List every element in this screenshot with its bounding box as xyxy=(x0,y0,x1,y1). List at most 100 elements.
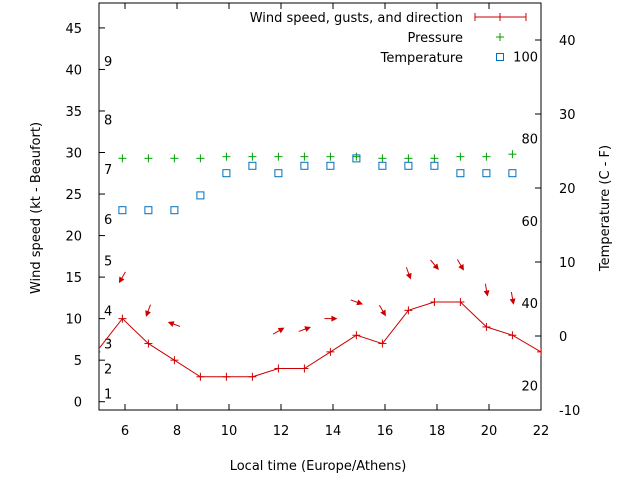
fahrenheit-label: 100 xyxy=(513,50,538,65)
y-left-tick-label: 15 xyxy=(65,271,82,286)
y-right-tick-label: -10 xyxy=(559,404,580,419)
pressure-point xyxy=(222,152,231,161)
wind-speed-point xyxy=(300,364,309,373)
beaufort-label: 1 xyxy=(104,387,112,402)
pressure-point xyxy=(196,154,205,163)
temperature-point xyxy=(430,161,439,170)
y-right-tick-label: 10 xyxy=(559,256,576,271)
wind-speed-point xyxy=(99,351,101,353)
wind-arrow xyxy=(167,321,181,327)
y-right-tick-label: 30 xyxy=(559,108,576,123)
pressure-point xyxy=(118,154,127,163)
y-left-tick-label: 35 xyxy=(65,105,82,120)
x-axis-title: Local time (Europe/Athens) xyxy=(230,459,407,474)
pressure-point xyxy=(144,154,153,163)
wind-arrow-head xyxy=(405,272,412,280)
beaufort-label: 4 xyxy=(104,304,112,319)
x-tick-label: 12 xyxy=(273,424,290,439)
temperature-point xyxy=(248,161,257,170)
temperature-point xyxy=(170,206,179,215)
wind-speed-line xyxy=(99,301,541,378)
x-tick-label: 10 xyxy=(221,424,238,439)
y-axis-left: 0 5 10 15 20 25 30 35 40 45 xyxy=(65,22,105,411)
wind-speed-point xyxy=(248,372,257,381)
wind-arrow xyxy=(324,315,338,322)
pressure-point xyxy=(248,152,257,161)
y-axis-left-title: Wind speed (kt - Beaufort) xyxy=(29,122,44,294)
temperature-point xyxy=(482,169,491,178)
wind-arrow xyxy=(118,271,126,284)
wind-arrow xyxy=(456,259,464,271)
legend-marker xyxy=(496,33,504,41)
legend-marker xyxy=(496,53,504,61)
plot-frame xyxy=(98,2,542,411)
y-left-tick-label: 40 xyxy=(65,63,82,78)
beaufort-label: 6 xyxy=(104,213,112,228)
plot-border xyxy=(98,2,542,411)
legend: Wind speed, gusts, and direction Pressure… xyxy=(250,11,527,66)
x-tick-label: 18 xyxy=(429,424,446,439)
temperature-point xyxy=(300,161,309,170)
wind-arrow-head xyxy=(145,310,151,317)
wind-speed-point xyxy=(430,298,439,307)
temperature-point xyxy=(274,169,283,178)
wind-arrow xyxy=(405,267,412,280)
pressure-point xyxy=(404,154,413,163)
wind-speed-point xyxy=(508,331,517,340)
y-right-tick-label: 0 xyxy=(559,330,567,345)
wind-arrow xyxy=(430,259,439,270)
wind-speed-point xyxy=(326,347,335,356)
beaufort-label: 9 xyxy=(104,55,112,70)
pressure-point xyxy=(482,152,491,161)
wind-direction-arrows xyxy=(118,259,516,335)
y-left-tick-label: 10 xyxy=(65,313,82,328)
temperature-point xyxy=(404,161,413,170)
wind-arrow-head xyxy=(167,321,175,327)
pressure-point xyxy=(352,152,361,161)
fahrenheit-label: 40 xyxy=(521,297,538,312)
y-axis-right: -10 0 10 20 30 40 xyxy=(535,34,580,419)
pressure-point xyxy=(378,154,387,163)
wind-arrow-head xyxy=(304,326,311,332)
beaufort-label: 3 xyxy=(104,338,112,353)
y-left-tick-label: 20 xyxy=(65,230,82,245)
pressure-point xyxy=(326,152,335,161)
temperature-point xyxy=(118,206,127,215)
beaufort-label: 2 xyxy=(104,362,112,377)
wind-speed-point xyxy=(456,298,465,307)
legend-marker xyxy=(496,13,504,21)
x-tick-label: 16 xyxy=(377,424,394,439)
fahrenheit-label: 20 xyxy=(521,379,538,394)
temperature-point xyxy=(196,191,205,200)
x-tick-label: 14 xyxy=(325,424,342,439)
beaufort-label: 5 xyxy=(104,254,112,269)
y-axis-right-title: Temperature (C - F) xyxy=(598,145,613,272)
temperature-point xyxy=(326,161,335,170)
wind-arrow xyxy=(378,304,386,317)
wind-arrow xyxy=(483,283,490,297)
y-left-tick-label: 25 xyxy=(65,188,82,203)
y-right-tick-label: 20 xyxy=(559,182,576,197)
pressure-point xyxy=(300,152,309,161)
wind-speed-point xyxy=(118,314,127,323)
x-tick-label: 6 xyxy=(121,424,129,439)
temperature-point xyxy=(144,206,153,215)
temperature-point xyxy=(378,161,387,170)
wind-arrow xyxy=(145,304,151,317)
wind-speed-point xyxy=(196,372,205,381)
wind-speed-point xyxy=(404,306,413,315)
x-tick-label: 8 xyxy=(173,424,181,439)
beaufort-scale: 1 2 3 4 5 6 7 8 9 xyxy=(104,55,112,402)
wind-arrow-head xyxy=(458,263,464,271)
pressure-point xyxy=(508,150,517,159)
legend-label: Wind speed, gusts, and direction xyxy=(250,11,463,26)
wind-arrow xyxy=(350,299,363,306)
wind-speed-point xyxy=(144,339,153,348)
wind-speed-point xyxy=(378,339,387,348)
wind-arrow-head xyxy=(331,315,338,322)
y-right-tick-label: 40 xyxy=(559,34,576,49)
y-left-tick-label: 0 xyxy=(74,396,82,411)
wind-speed-point xyxy=(482,322,491,331)
wind-speed-point xyxy=(222,372,231,381)
